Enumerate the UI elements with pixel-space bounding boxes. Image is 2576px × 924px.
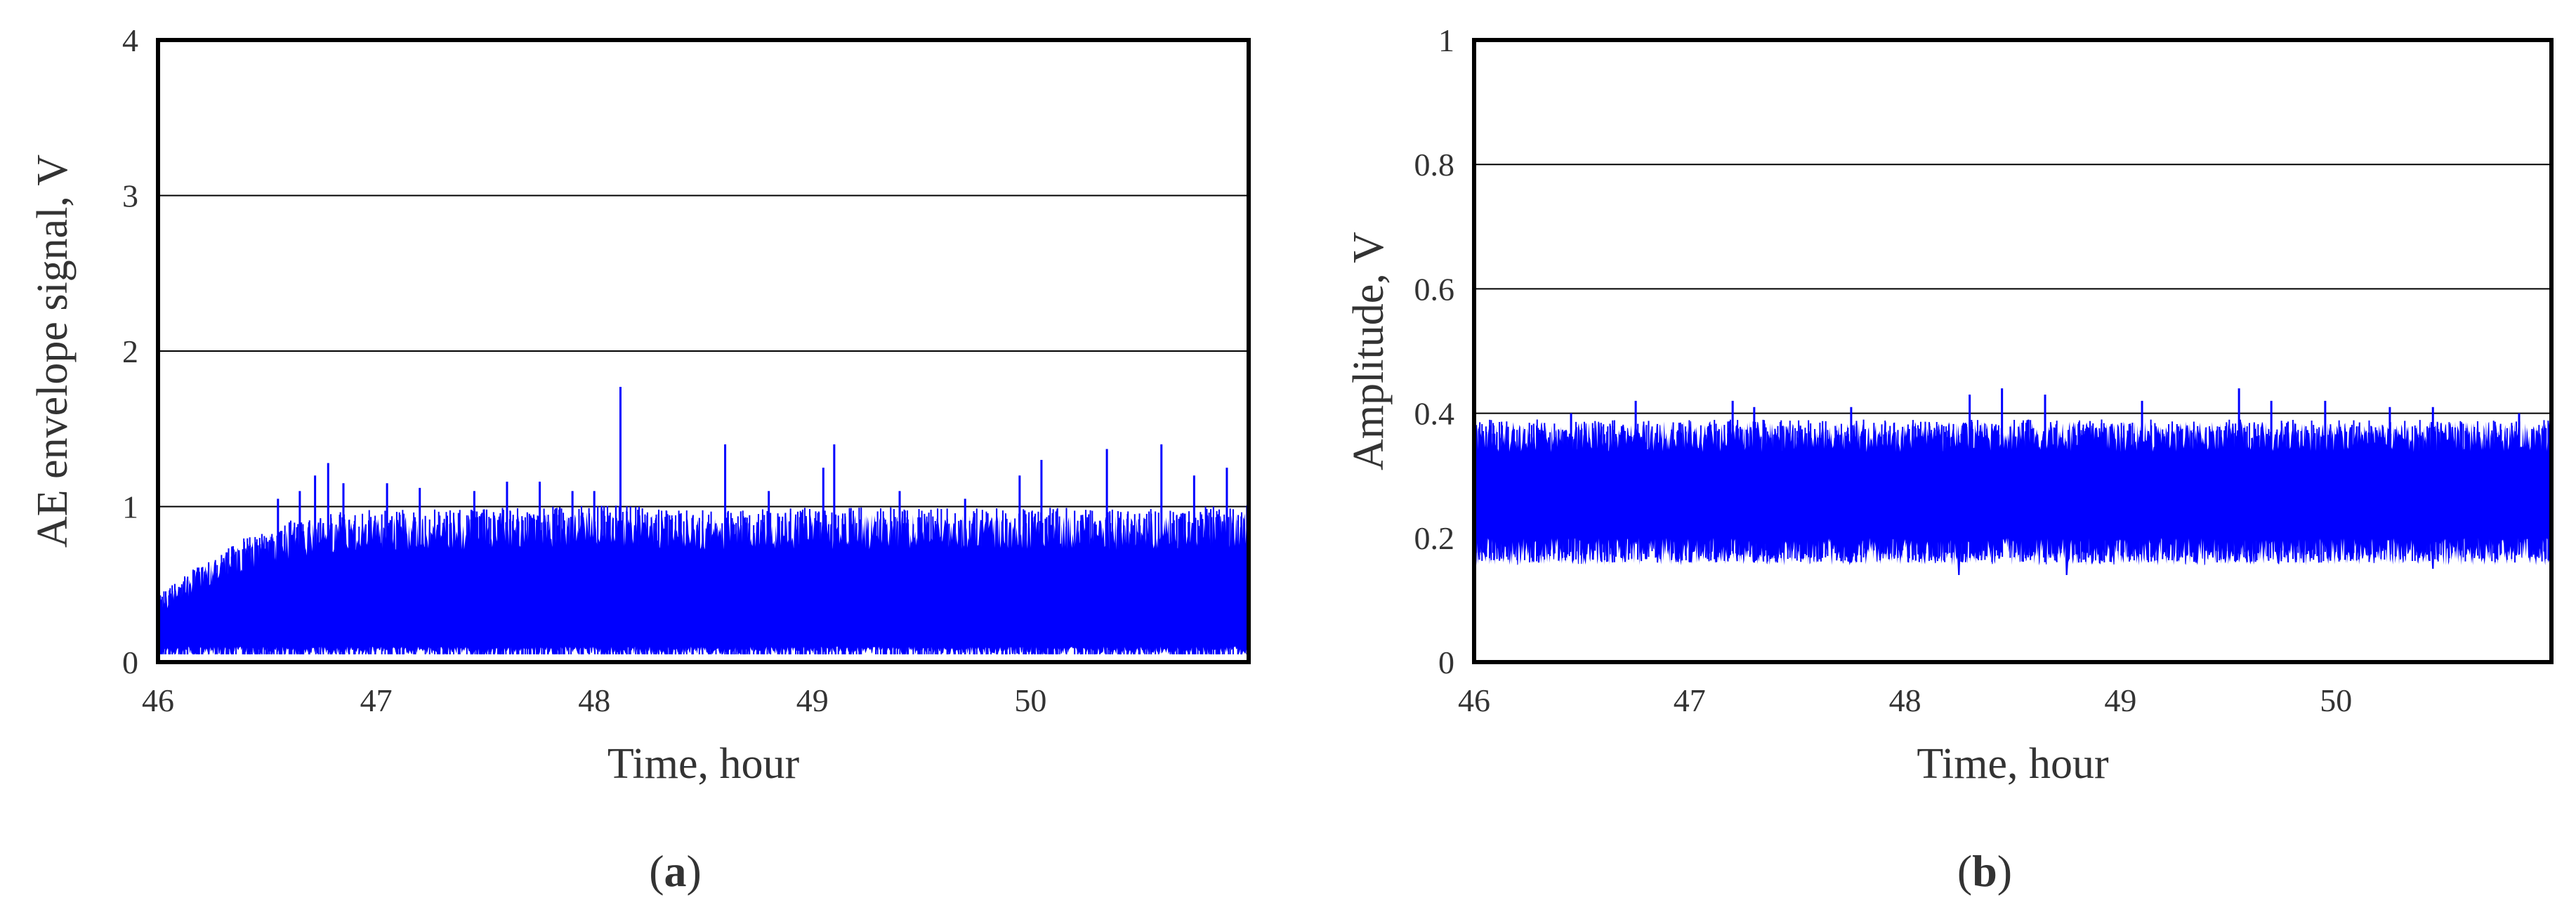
panel-b-caption-close: ) [1997, 846, 2012, 896]
panel-b-x-tick-label: 48 [1889, 682, 1921, 718]
panel-b-x-tick-label: 46 [1458, 682, 1490, 718]
panel-b-y-axis-title: Amplitude, V [1345, 232, 1393, 470]
panel-a-y-tick-label: 0 [122, 645, 138, 680]
panel-b-x-tick-label: 50 [2320, 682, 2352, 718]
panel-a-gridlines [158, 194, 1249, 508]
panel-a-caption-letter: a [664, 846, 687, 896]
panel-a-plot-frame [156, 38, 1251, 664]
panel-a-x-tick-label: 47 [360, 682, 393, 718]
panel-b-x-tick-labels: 46 47 48 49 50 [1458, 682, 2352, 718]
panel-b-signal-spikes [1474, 388, 2551, 563]
panel-a-caption: (a) [649, 846, 702, 896]
panel-a-y-axis-title: AE envelope signal, V [29, 154, 77, 548]
panel-b-caption: (b) [1957, 846, 2012, 896]
panel-a-x-tick-label: 46 [142, 682, 174, 718]
panel-a-caption-open: ( [649, 846, 664, 896]
panel-a-y-tick-label: 2 [122, 334, 138, 369]
panel-a-x-axis-title: Time, hour [607, 740, 800, 788]
panel-b: 0 0.2 0.4 0.6 0.8 1 46 47 48 49 50 Time, hour Amp… [1345, 22, 2554, 896]
panel-b-y-tick-labels: 0 0.2 0.4 0.6 0.8 1 [1414, 22, 1455, 680]
panel-a-x-tick-labels: 46 47 48 49 50 [142, 682, 1046, 718]
panel-b-y-tick-label: 1 [1438, 22, 1454, 58]
panel-b-x-axis-title: Time, hour [1917, 740, 2109, 788]
panel-b-y-tick-label: 0.6 [1414, 271, 1455, 307]
panel-b-plot-frame [1472, 38, 2554, 664]
panel-b-y-tick-label: 0.4 [1414, 396, 1455, 432]
panel-a-caption-close: ) [687, 846, 702, 896]
panel-a-x-tick-label: 48 [578, 682, 610, 718]
panel-a-y-tick-label: 3 [122, 178, 138, 214]
panel-a-signal-spikes [159, 386, 1249, 654]
panel-b-caption-letter: b [1972, 846, 1997, 896]
panel-a-x-tick-label: 49 [796, 682, 829, 718]
panel-a-y-tick-label: 1 [122, 489, 138, 525]
panel-a-x-tick-label: 50 [1014, 682, 1046, 718]
panel-a-y-tick-label: 4 [122, 22, 138, 58]
panel-b-x-tick-label: 47 [1674, 682, 1706, 718]
panel-a: 0 1 2 3 4 46 47 48 49 50 Time, hour AE envelope … [29, 22, 1251, 896]
panel-a-y-tick-labels: 0 1 2 3 4 [122, 22, 138, 680]
panel-b-y-tick-label: 0.2 [1414, 520, 1455, 556]
panel-b-y-tick-label: 0.8 [1414, 147, 1455, 183]
panel-b-x-tick-label: 49 [2104, 682, 2136, 718]
panel-b-caption-open: ( [1957, 846, 1972, 896]
panel-b-y-tick-label: 0 [1438, 645, 1454, 680]
